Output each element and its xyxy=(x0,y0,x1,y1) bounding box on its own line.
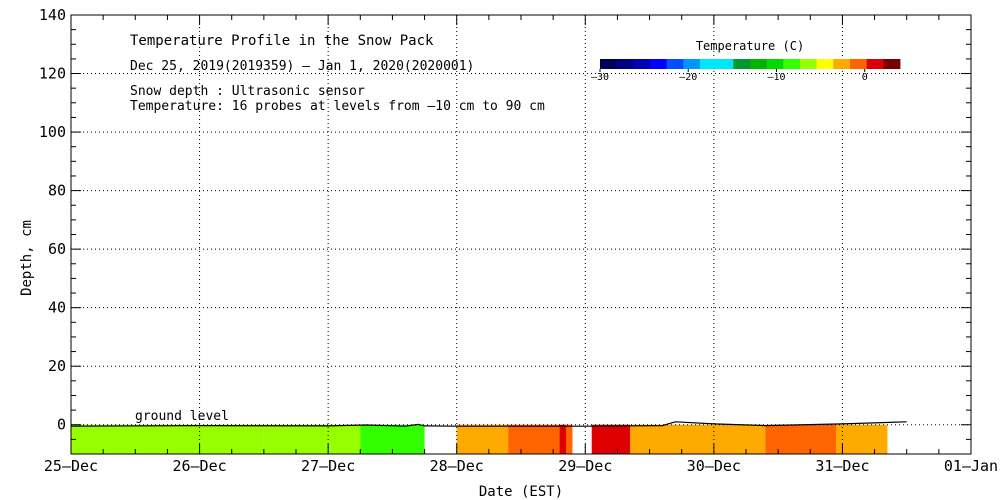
y-axis-title: Depth, cm xyxy=(19,220,35,296)
temp-band-6 xyxy=(566,424,573,454)
x-tick-label: 30–Dec xyxy=(687,457,741,475)
colorbar-swatch xyxy=(766,59,784,69)
x-tick-labels: 25–Dec 26–Dec 27–Dec 28–Dec 29–Dec 30–Dec 31–D… xyxy=(44,457,998,475)
colorbar-swatch xyxy=(733,59,751,69)
grid-lines xyxy=(71,15,971,454)
snow-depth-line xyxy=(71,421,907,427)
y-tick-label: 100 xyxy=(39,123,66,141)
temp-band-8 xyxy=(630,424,766,454)
y-tick-label: 120 xyxy=(39,65,66,83)
colorbar-swatch xyxy=(816,59,834,69)
y-tick-label: 40 xyxy=(48,299,66,317)
x-tick-label: 31–Dec xyxy=(815,457,869,475)
colorbar-swatch xyxy=(700,59,718,69)
x-tick-label: 29–Dec xyxy=(558,457,612,475)
y-tick-label: 60 xyxy=(48,240,66,258)
colorbar-swatch xyxy=(833,59,851,69)
colorbar-swatch xyxy=(633,59,651,69)
temp-band-1 xyxy=(263,424,361,454)
x-tick-label: 26–Dec xyxy=(172,457,226,475)
colorbar-tick-label: –30 xyxy=(591,72,609,83)
x-tick-label: 25–Dec xyxy=(44,457,98,475)
colorbar-tick-label: –10 xyxy=(767,72,785,83)
snow-depth-series xyxy=(71,421,907,427)
x-tick-label: 28–Dec xyxy=(430,457,484,475)
colorbar-swatch xyxy=(850,59,868,69)
colorbar-swatch xyxy=(616,59,634,69)
y-tick-label: 80 xyxy=(48,182,66,200)
temperature-colorbar: Temperature (C) –30 –20 –10 0 xyxy=(591,39,901,83)
note-temperature: Temperature: 16 probes at levels from –1… xyxy=(130,99,545,114)
temp-band-5 xyxy=(559,424,566,454)
plot-frame xyxy=(70,14,972,455)
x-axis-title: Date (EST) xyxy=(479,484,563,500)
colorbar-tick-labels: –30 –20 –10 0 xyxy=(591,69,868,83)
colorbar-swatch xyxy=(800,59,818,69)
colorbar-swatch xyxy=(883,59,901,69)
chart-title: Temperature Profile in the Snow Pack xyxy=(130,33,434,49)
colorbar-tick-label: 0 xyxy=(862,72,868,83)
colorbar-swatch xyxy=(650,59,668,69)
temp-band-4 xyxy=(508,424,560,454)
temp-band-10 xyxy=(836,424,888,454)
colorbar-swatches xyxy=(600,59,901,69)
note-snow-depth: Snow depth : Ultrasonic sensor xyxy=(130,84,365,99)
colorbar-swatch xyxy=(600,59,618,69)
colorbar-swatch xyxy=(750,59,768,69)
y-tick-label: 140 xyxy=(39,6,66,24)
colorbar-swatch xyxy=(683,59,701,69)
temp-band-7 xyxy=(591,424,631,454)
colorbar-title: Temperature (C) xyxy=(696,39,804,53)
temp-band-9 xyxy=(765,424,836,454)
date-range: Dec 25, 2019(2019359) – Jan 1, 2020(2020… xyxy=(130,59,474,74)
y-tick-label: 0 xyxy=(57,416,66,434)
ground-level-annotation: ground level xyxy=(135,409,229,424)
colorbar-swatch xyxy=(716,59,734,69)
colorbar-swatch xyxy=(866,59,884,69)
x-tick-label: 27–Dec xyxy=(301,457,355,475)
temperature-bands xyxy=(71,424,888,454)
x-tick-label: 01–Jan xyxy=(944,457,998,475)
axis-ticks xyxy=(70,14,972,455)
y-tick-label: 20 xyxy=(48,357,66,375)
colorbar-swatch xyxy=(666,59,684,69)
colorbar-tick-label: –20 xyxy=(679,72,697,83)
temp-band-3 xyxy=(456,424,509,454)
colorbar-swatch xyxy=(783,59,801,69)
y-tick-labels: 0 20 40 60 80 100 120 140 xyxy=(39,6,66,434)
